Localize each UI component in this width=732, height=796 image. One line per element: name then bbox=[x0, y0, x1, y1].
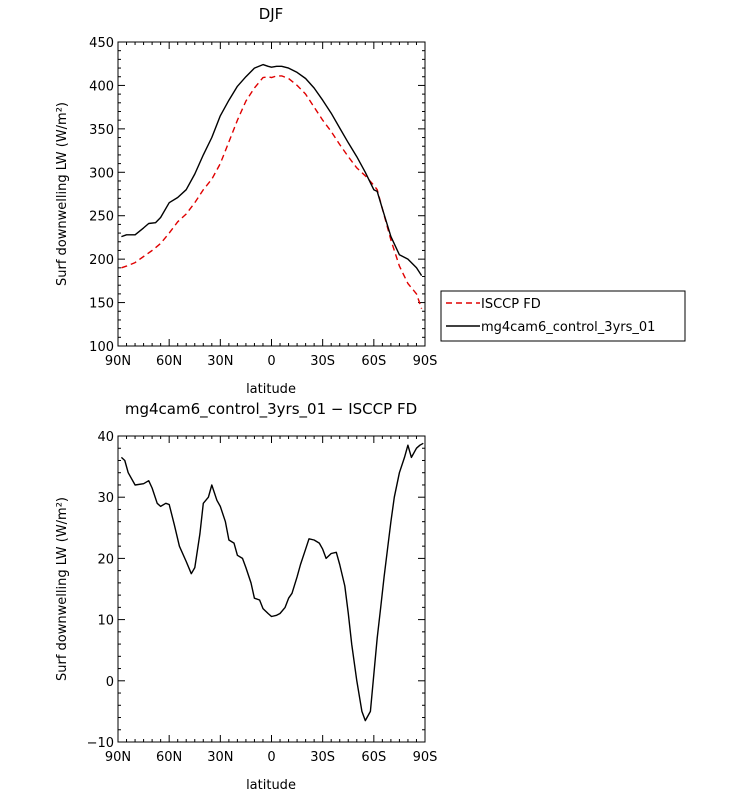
top-panel-title: DJF bbox=[259, 5, 284, 23]
bottom-panel: mg4cam6_control_3yrs_01 − ISCCP FD 90N 60… bbox=[55, 400, 437, 793]
top-panel-lines bbox=[121, 63, 423, 309]
top-series-line-1 bbox=[121, 63, 423, 276]
legend-frame bbox=[440, 290, 686, 342]
legend-label-model: mg4cam6_control_3yrs_01 bbox=[481, 320, 655, 335]
x-tick-label: 60S bbox=[361, 354, 386, 369]
legend: ISCCP FD mg4cam6_control_3yrs_01 bbox=[440, 290, 686, 342]
x-tick-label: 60N bbox=[156, 750, 182, 765]
y-tick-label: 200 bbox=[89, 253, 114, 268]
bottom-series-line-0 bbox=[120, 442, 424, 722]
bottom-panel-lines bbox=[120, 442, 424, 722]
bottom-panel-y-axis-label: Surf downwelling LW (W/m²) bbox=[55, 497, 70, 681]
bottom-panel-frame bbox=[117, 435, 426, 743]
top-panel-x-axis-label: latitude bbox=[246, 382, 296, 397]
bottom-panel-x-axis-label: latitude bbox=[246, 778, 296, 793]
bottom-panel-title: mg4cam6_control_3yrs_01 − ISCCP FD bbox=[125, 400, 417, 419]
top-panel: DJF 90N 60N 30N 0 30S 60S 90S 100 150 200 250 300 35… bbox=[55, 5, 437, 397]
y-tick-label: 10 bbox=[97, 614, 114, 629]
x-tick-label: 0 bbox=[267, 354, 275, 369]
y-tick-label: 350 bbox=[89, 123, 114, 138]
x-tick-label: 0 bbox=[267, 750, 275, 765]
x-tick-label: 60S bbox=[361, 750, 386, 765]
y-tick-label: 450 bbox=[89, 36, 114, 51]
x-tick-label: 30S bbox=[310, 354, 335, 369]
y-tick-label: 30 bbox=[97, 491, 114, 506]
y-tick-label: −10 bbox=[87, 736, 114, 751]
x-tick-label: 30S bbox=[310, 750, 335, 765]
y-tick-label: 0 bbox=[106, 675, 114, 690]
y-tick-label: 150 bbox=[89, 297, 114, 312]
bottom-panel-ticks: 90N 60N 30N 0 30S 60S 90S −10 0 10 20 30 40 bbox=[87, 430, 438, 765]
legend-label-isccp: ISCCP FD bbox=[481, 297, 541, 312]
x-tick-label: 60N bbox=[156, 354, 182, 369]
y-tick-label: 20 bbox=[97, 552, 114, 567]
x-tick-label: 90N bbox=[105, 750, 131, 765]
y-tick-label: 40 bbox=[97, 430, 114, 445]
y-tick-label: 250 bbox=[89, 210, 114, 225]
top-series-line-0 bbox=[121, 75, 423, 309]
y-tick-label: 100 bbox=[89, 340, 114, 355]
top-panel-ticks: 90N 60N 30N 0 30S 60S 90S 100 150 200 250 300 350 400… bbox=[89, 36, 437, 369]
x-tick-label: 90N bbox=[105, 354, 131, 369]
y-tick-label: 400 bbox=[89, 79, 114, 94]
x-tick-label: 30N bbox=[207, 750, 233, 765]
top-panel-frame bbox=[117, 41, 426, 347]
x-tick-label: 30N bbox=[207, 354, 233, 369]
y-tick-label: 300 bbox=[89, 166, 114, 181]
top-panel-y-axis-label: Surf downwelling LW (W/m²) bbox=[55, 102, 70, 286]
x-tick-label: 90S bbox=[413, 750, 438, 765]
x-tick-label: 90S bbox=[413, 354, 438, 369]
